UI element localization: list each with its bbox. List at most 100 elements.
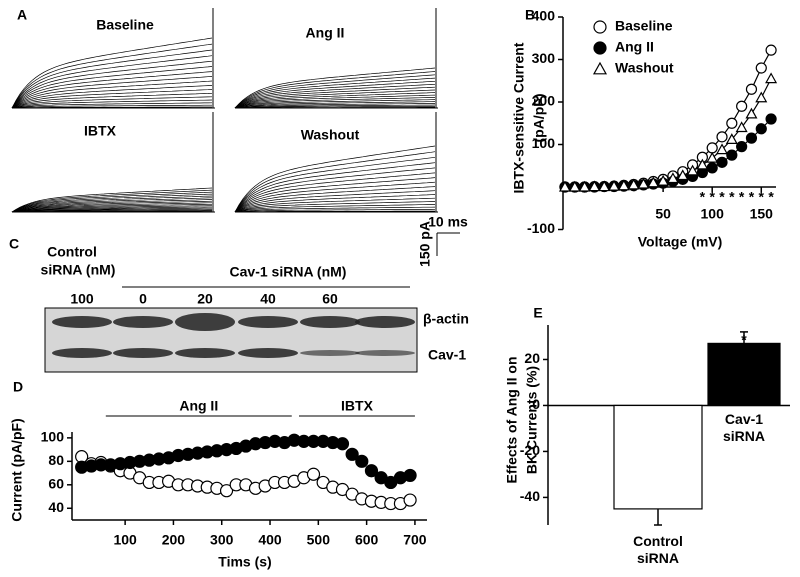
data-point — [706, 162, 718, 174]
data-point — [736, 141, 748, 153]
current-trace — [11, 92, 213, 109]
x-tick-label: 500 — [307, 532, 331, 548]
x-tick-label: 100 — [701, 206, 725, 222]
data-point — [608, 179, 621, 191]
current-trace — [11, 43, 213, 109]
current-trace — [11, 60, 213, 109]
y-tick-label: 20 — [524, 350, 540, 366]
data-point — [765, 72, 778, 84]
y-axis-title: BK Currents (%) — [524, 366, 540, 474]
current-trace — [234, 206, 436, 213]
blot-band — [300, 316, 360, 328]
data-point — [647, 176, 660, 188]
current-trace — [234, 89, 436, 109]
y-tick-label: 80 — [48, 452, 64, 468]
current-trace — [11, 191, 213, 213]
current-trace — [11, 66, 213, 109]
legend-label: Baseline — [615, 18, 673, 34]
data-point — [696, 158, 709, 170]
x-tick-label: 200 — [162, 532, 186, 548]
data-point — [345, 447, 359, 461]
current-trace — [11, 76, 213, 109]
current-trace — [11, 199, 213, 213]
data-point — [403, 468, 417, 483]
blot-band — [238, 348, 298, 358]
y-tick-label: 0 — [532, 396, 540, 412]
panel-label: B — [525, 7, 535, 23]
y-axis-title: Current (pA/pF) — [9, 418, 25, 521]
current-trace — [234, 101, 436, 109]
y-tick-label: -100 — [527, 220, 555, 236]
y-tick-label: 200 — [532, 93, 556, 109]
current-trace — [234, 167, 436, 213]
current-trace — [11, 209, 212, 213]
series-line — [565, 78, 772, 188]
data-point — [219, 484, 234, 498]
band-label: β-actin — [423, 311, 469, 327]
current-trace — [234, 86, 436, 109]
data-point — [706, 151, 719, 163]
blot-label: siRNA (nM) — [41, 262, 116, 278]
current-trace — [234, 94, 436, 109]
x-tick-label: 150 — [750, 206, 774, 222]
data-point — [593, 20, 607, 34]
blot-label: Control — [47, 244, 97, 260]
blot-band — [175, 313, 235, 331]
current-trace — [234, 162, 436, 213]
blot-band — [300, 350, 360, 356]
data-point — [598, 180, 611, 192]
current-trace — [234, 103, 436, 109]
data-point — [716, 131, 728, 143]
current-trace — [234, 71, 436, 109]
legend-label: Ang II — [615, 39, 654, 55]
data-point — [755, 62, 767, 74]
data-point — [335, 437, 350, 451]
data-point — [627, 178, 640, 190]
current-trace — [234, 194, 436, 213]
current-trace — [11, 37, 213, 109]
significance-mark: * — [749, 188, 755, 204]
current-trace — [234, 99, 436, 109]
data-point — [657, 174, 670, 186]
trace-label: Ang II — [306, 25, 345, 41]
current-trace — [11, 193, 213, 213]
data-point — [306, 467, 321, 481]
current-trace — [11, 197, 213, 213]
y-tick-label: 100 — [41, 429, 65, 445]
significance-mark: * — [741, 332, 747, 348]
current-trace — [234, 177, 436, 213]
data-point — [735, 121, 748, 133]
panel-label: E — [533, 305, 542, 321]
data-point — [355, 454, 369, 468]
data-point — [588, 180, 601, 192]
data-point — [745, 107, 758, 119]
current-trace — [11, 206, 212, 213]
data-point — [666, 172, 679, 184]
current-trace — [234, 201, 436, 213]
current-trace — [234, 67, 436, 109]
x-tick-label: 400 — [258, 532, 282, 548]
current-trace — [234, 186, 436, 213]
current-trace — [11, 195, 213, 213]
current-trace — [11, 208, 212, 213]
current-trace — [234, 77, 436, 109]
y-tick-label: 60 — [48, 476, 64, 492]
current-trace — [234, 83, 436, 109]
blot-band — [355, 316, 415, 328]
current-trace — [234, 204, 435, 213]
blot-band — [113, 316, 173, 328]
data-point — [726, 149, 738, 161]
x-tick-label: Cav-1 siRNA — [722, 411, 765, 444]
current-trace — [234, 92, 436, 109]
scale-label: 10 ms — [428, 214, 468, 230]
trace-label: Baseline — [96, 17, 154, 33]
data-point — [558, 180, 571, 192]
band-label: Cav-1 — [428, 347, 466, 363]
current-trace — [11, 49, 213, 109]
significance-mark: * — [729, 188, 735, 204]
y-tick-label: 400 — [532, 8, 556, 24]
panel-label: C — [9, 236, 19, 252]
data-point — [403, 493, 417, 507]
current-trace — [234, 97, 436, 109]
current-trace — [11, 187, 213, 213]
